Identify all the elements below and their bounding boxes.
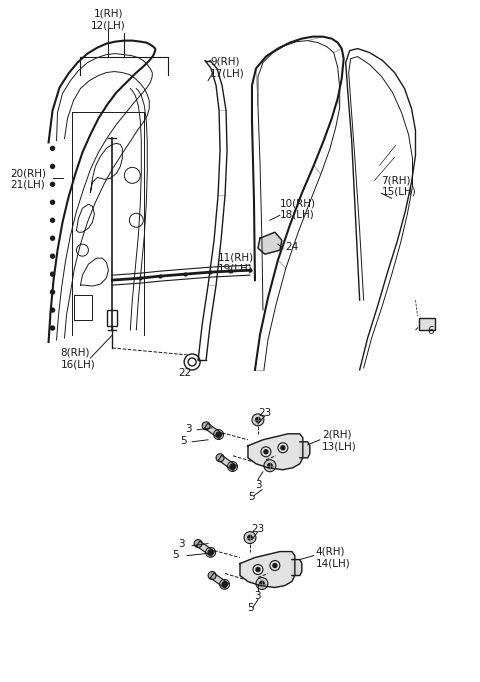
Circle shape xyxy=(50,147,55,151)
Polygon shape xyxy=(258,233,282,254)
Circle shape xyxy=(205,548,216,557)
Polygon shape xyxy=(248,434,303,470)
Text: 5: 5 xyxy=(247,604,253,614)
Circle shape xyxy=(252,414,264,426)
Text: 2(RH)
13(LH): 2(RH) 13(LH) xyxy=(322,430,357,451)
Polygon shape xyxy=(204,424,223,439)
Polygon shape xyxy=(210,573,228,589)
Polygon shape xyxy=(240,552,295,587)
Circle shape xyxy=(248,535,252,540)
Text: 9(RH)
17(LH): 9(RH) 17(LH) xyxy=(210,57,245,78)
Text: 24: 24 xyxy=(285,242,298,252)
Circle shape xyxy=(216,432,221,437)
FancyBboxPatch shape xyxy=(420,318,435,330)
Circle shape xyxy=(268,464,272,468)
Circle shape xyxy=(50,164,55,168)
Circle shape xyxy=(256,567,260,572)
Circle shape xyxy=(273,563,277,567)
Circle shape xyxy=(244,531,256,544)
Circle shape xyxy=(208,572,216,580)
Text: 7(RH)
15(LH): 7(RH) 15(LH) xyxy=(382,175,416,197)
Circle shape xyxy=(214,430,224,440)
Text: 4(RH)
14(LH): 4(RH) 14(LH) xyxy=(316,546,350,568)
Circle shape xyxy=(208,550,213,555)
Circle shape xyxy=(50,326,55,330)
Text: 8(RH)
16(LH): 8(RH) 16(LH) xyxy=(60,348,95,370)
Circle shape xyxy=(216,454,224,462)
Circle shape xyxy=(202,422,210,430)
Circle shape xyxy=(50,218,55,222)
Circle shape xyxy=(256,417,260,422)
Circle shape xyxy=(230,464,235,469)
Text: 23: 23 xyxy=(252,524,264,533)
Circle shape xyxy=(228,462,238,471)
Circle shape xyxy=(264,449,268,454)
Circle shape xyxy=(260,581,264,586)
Circle shape xyxy=(50,308,55,312)
Text: 23: 23 xyxy=(258,408,272,418)
Text: 3: 3 xyxy=(255,479,262,490)
Circle shape xyxy=(50,201,55,205)
Text: 3: 3 xyxy=(185,424,192,434)
Circle shape xyxy=(194,539,202,548)
Circle shape xyxy=(50,254,55,258)
Circle shape xyxy=(50,182,55,186)
Text: 20(RH)
21(LH): 20(RH) 21(LH) xyxy=(11,168,47,190)
Polygon shape xyxy=(196,541,215,557)
Circle shape xyxy=(222,582,227,587)
Text: 10(RH)
18(LH): 10(RH) 18(LH) xyxy=(280,198,316,220)
Circle shape xyxy=(281,446,285,449)
Circle shape xyxy=(219,579,229,589)
Circle shape xyxy=(50,236,55,240)
Text: 11(RH)
19(LH): 11(RH) 19(LH) xyxy=(218,252,254,273)
Polygon shape xyxy=(300,442,310,458)
Text: 5: 5 xyxy=(172,550,179,559)
Polygon shape xyxy=(292,559,302,576)
Text: 1(RH)
12(LH): 1(RH) 12(LH) xyxy=(91,9,126,30)
Circle shape xyxy=(256,578,268,589)
Circle shape xyxy=(264,460,276,472)
Text: 5: 5 xyxy=(248,492,254,502)
Text: 22: 22 xyxy=(178,368,192,378)
Circle shape xyxy=(50,290,55,294)
Text: 6: 6 xyxy=(428,326,434,336)
Text: 3: 3 xyxy=(254,591,261,602)
Text: 5: 5 xyxy=(180,436,187,446)
Text: 3: 3 xyxy=(178,539,185,548)
Circle shape xyxy=(50,272,55,276)
Polygon shape xyxy=(218,456,237,471)
